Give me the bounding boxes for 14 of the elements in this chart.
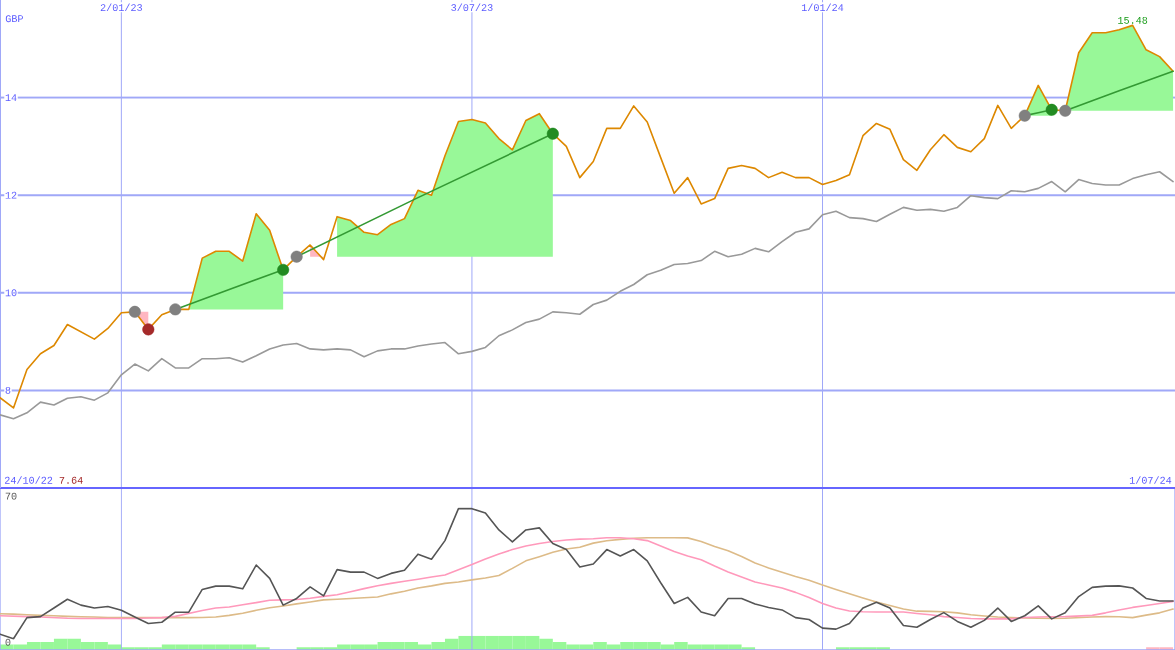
y-tick-label: 10 bbox=[5, 289, 17, 297]
annotation: 24/10/22 bbox=[4, 476, 53, 484]
y-tick-label: 14 bbox=[5, 94, 17, 101]
annotation: 7.64 bbox=[59, 476, 83, 484]
y-tick-label: 0 bbox=[5, 638, 11, 646]
y-tick-label: 12 bbox=[5, 191, 17, 199]
annotation: 15.48 bbox=[1118, 16, 1148, 24]
x-tick-label: 1/01/24 bbox=[801, 3, 844, 12]
y-tick-label: 70 bbox=[5, 492, 17, 500]
x-tick-label: 2/01/23 bbox=[100, 3, 142, 12]
x-tick-label: 3/07/23 bbox=[451, 3, 493, 12]
y-tick-label: 8 bbox=[5, 386, 11, 394]
y-axis-title: GBP bbox=[5, 15, 23, 23]
annotation: 1/07/24 bbox=[1129, 476, 1172, 484]
